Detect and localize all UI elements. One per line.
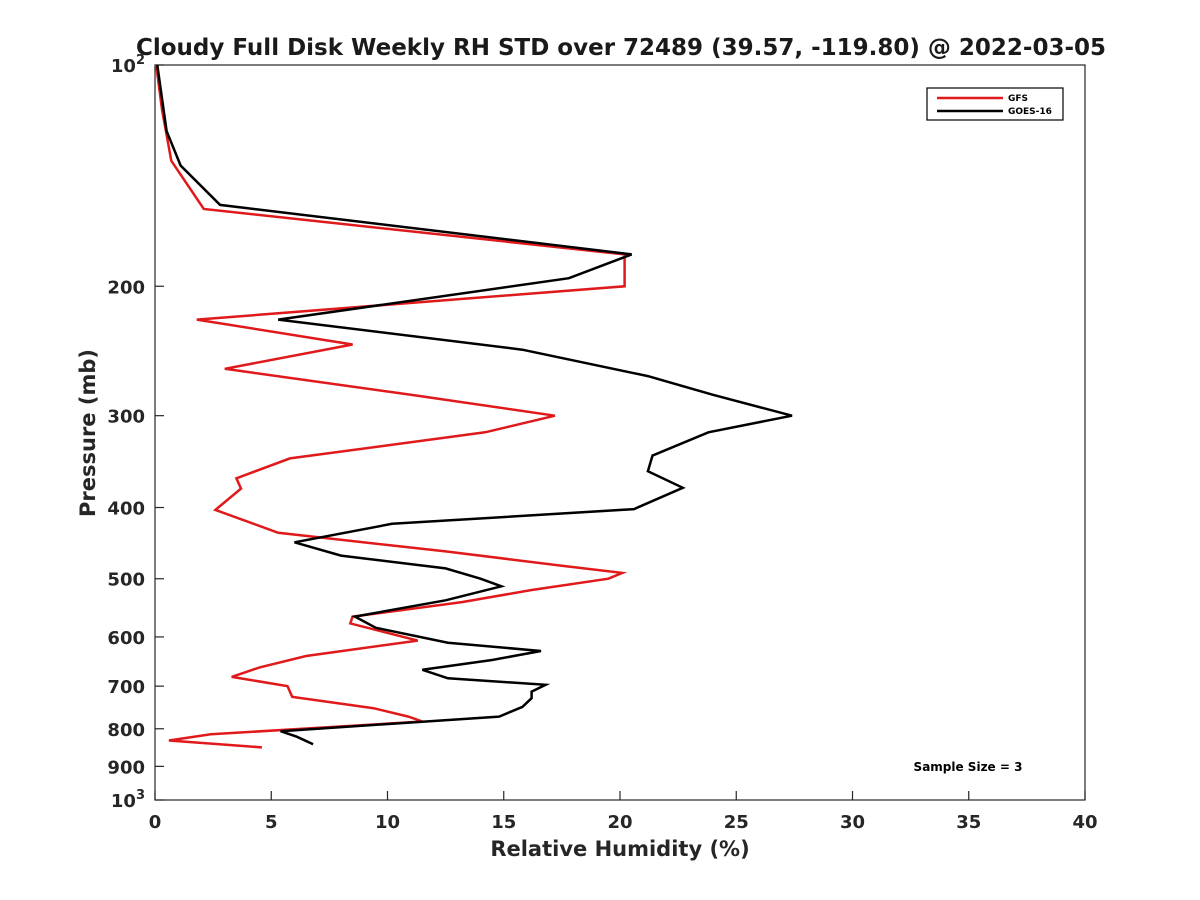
x-tick-label: 20 bbox=[607, 812, 632, 833]
x-axis-ticks: 0 5 10 15 20 25 30 35 40 bbox=[149, 791, 1098, 833]
x-tick-label: 40 bbox=[1072, 812, 1097, 833]
x-tick-label: 30 bbox=[840, 812, 865, 833]
x-tick-label: 15 bbox=[491, 812, 516, 833]
series-line-goes-16 bbox=[156, 64, 793, 746]
legend-label: GOES-16 bbox=[1008, 107, 1052, 117]
y-tick-label: 103 bbox=[111, 788, 145, 812]
sample-size-annotation: Sample Size = 3 bbox=[914, 760, 1023, 774]
chart-title: Cloudy Full Disk Weekly RH STD over 7248… bbox=[136, 35, 1106, 61]
y-tick-label-exponent: 3 bbox=[136, 788, 145, 803]
y-axis-label: Pressure (mb) bbox=[76, 349, 100, 517]
plot-frame bbox=[154, 64, 1086, 801]
y-tick-label: 400 bbox=[107, 499, 145, 520]
y-tick-label: 200 bbox=[107, 277, 145, 298]
y-tick-label: 102 bbox=[111, 53, 145, 77]
x-tick-label: 5 bbox=[265, 812, 278, 833]
plot-area bbox=[154, 64, 1086, 801]
legend: GFS GOES-16 bbox=[926, 87, 1064, 121]
y-tick-label: 900 bbox=[107, 757, 145, 778]
legend-label: GFS bbox=[1008, 94, 1028, 104]
y-tick-label: 600 bbox=[107, 628, 145, 649]
y-tick-label: 300 bbox=[107, 407, 145, 428]
y-tick-label-exponent: 2 bbox=[136, 53, 145, 68]
series-line-gfs bbox=[154, 64, 628, 749]
y-tick-label: 500 bbox=[107, 570, 145, 591]
y-tick-label: 700 bbox=[107, 677, 145, 698]
x-tick-label: 35 bbox=[956, 812, 981, 833]
y-tick-label: 800 bbox=[107, 720, 145, 741]
y-tick-label-base: 10 bbox=[111, 791, 136, 812]
y-tick-label-base: 10 bbox=[111, 56, 136, 77]
x-tick-label: 25 bbox=[724, 812, 749, 833]
x-tick-label: 0 bbox=[149, 812, 162, 833]
x-axis-label: Relative Humidity (%) bbox=[490, 837, 749, 861]
legend-box bbox=[926, 87, 1064, 121]
x-tick-label: 10 bbox=[375, 812, 400, 833]
series-lines bbox=[154, 64, 793, 749]
